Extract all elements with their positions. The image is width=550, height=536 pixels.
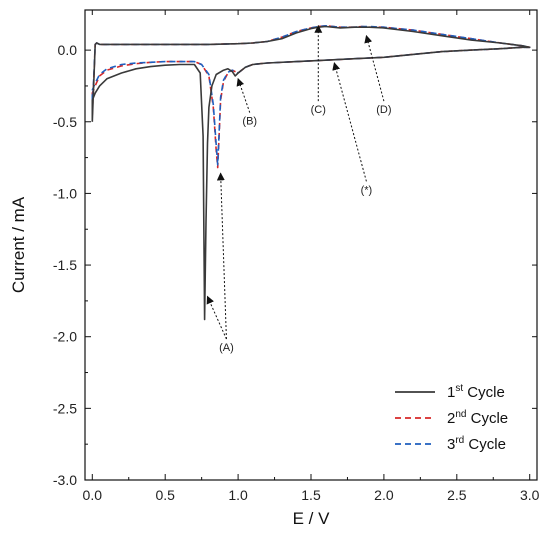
legend-number: 1 [447, 384, 455, 401]
annotation-arrow [206, 295, 227, 340]
y-tick-label: -2.0 [53, 329, 77, 345]
y-axis-title: Current / mA [9, 196, 28, 293]
legend-ordinal-suffix: rd [455, 435, 464, 446]
annotation-label: (A) [219, 342, 234, 354]
series-line-cycle-3 [91, 25, 531, 166]
annotation-arrow [332, 62, 367, 182]
x-tick-label: 0.0 [83, 487, 103, 503]
legend-label-cycle-1: 1st Cycle [447, 383, 505, 401]
y-tick-label: -3.0 [53, 472, 77, 488]
annotation-label: (D) [376, 104, 391, 116]
x-tick-label: 1.5 [301, 487, 321, 503]
x-tick-label: 0.5 [155, 487, 175, 503]
annotation-label: (C) [311, 104, 326, 116]
annotation-arrow [236, 77, 251, 113]
legend-cycle-word: Cycle [463, 384, 505, 401]
legend-cycle-word: Cycle [466, 410, 508, 427]
legend-ordinal-suffix: st [455, 383, 463, 394]
axis-ticks: 0.0 0.5 1.0 1.5 2.0 2.5 3.0 0.0 -0.5 -1.0 -1.5 -2.0… [53, 10, 540, 503]
series-line-cycle-2 [91, 25, 531, 169]
y-tick-label: 0.0 [58, 42, 78, 58]
legend-ordinal-suffix: nd [455, 409, 466, 420]
x-tick-label: 1.0 [228, 487, 248, 503]
x-axis-title: E / V [293, 509, 331, 528]
legend-label-cycle-3: 3rd Cycle [447, 435, 506, 453]
legend-number: 3 [447, 436, 455, 453]
x-tick-label: 2.5 [447, 487, 467, 503]
y-tick-label: -0.5 [53, 114, 77, 130]
legend-cycle-word: Cycle [464, 436, 506, 453]
series-line-cycle-1 [91, 25, 531, 321]
annotation-arrow [364, 34, 385, 102]
legend-label-cycle-2: 2nd Cycle [447, 409, 508, 427]
annotation-layer: (A) (B) (C) (D) (*) [206, 24, 392, 354]
annotation-label: (*) [361, 184, 373, 196]
annotation-arrow [216, 172, 227, 340]
x-tick-label: 3.0 [520, 487, 540, 503]
y-tick-label: -2.5 [53, 400, 77, 416]
y-tick-label: -1.5 [53, 257, 77, 273]
y-tick-label: -1.0 [53, 185, 77, 201]
x-tick-label: 2.0 [374, 487, 394, 503]
annotation-label: (B) [242, 116, 257, 128]
series-layer [91, 25, 531, 321]
legend-number: 2 [447, 410, 455, 427]
